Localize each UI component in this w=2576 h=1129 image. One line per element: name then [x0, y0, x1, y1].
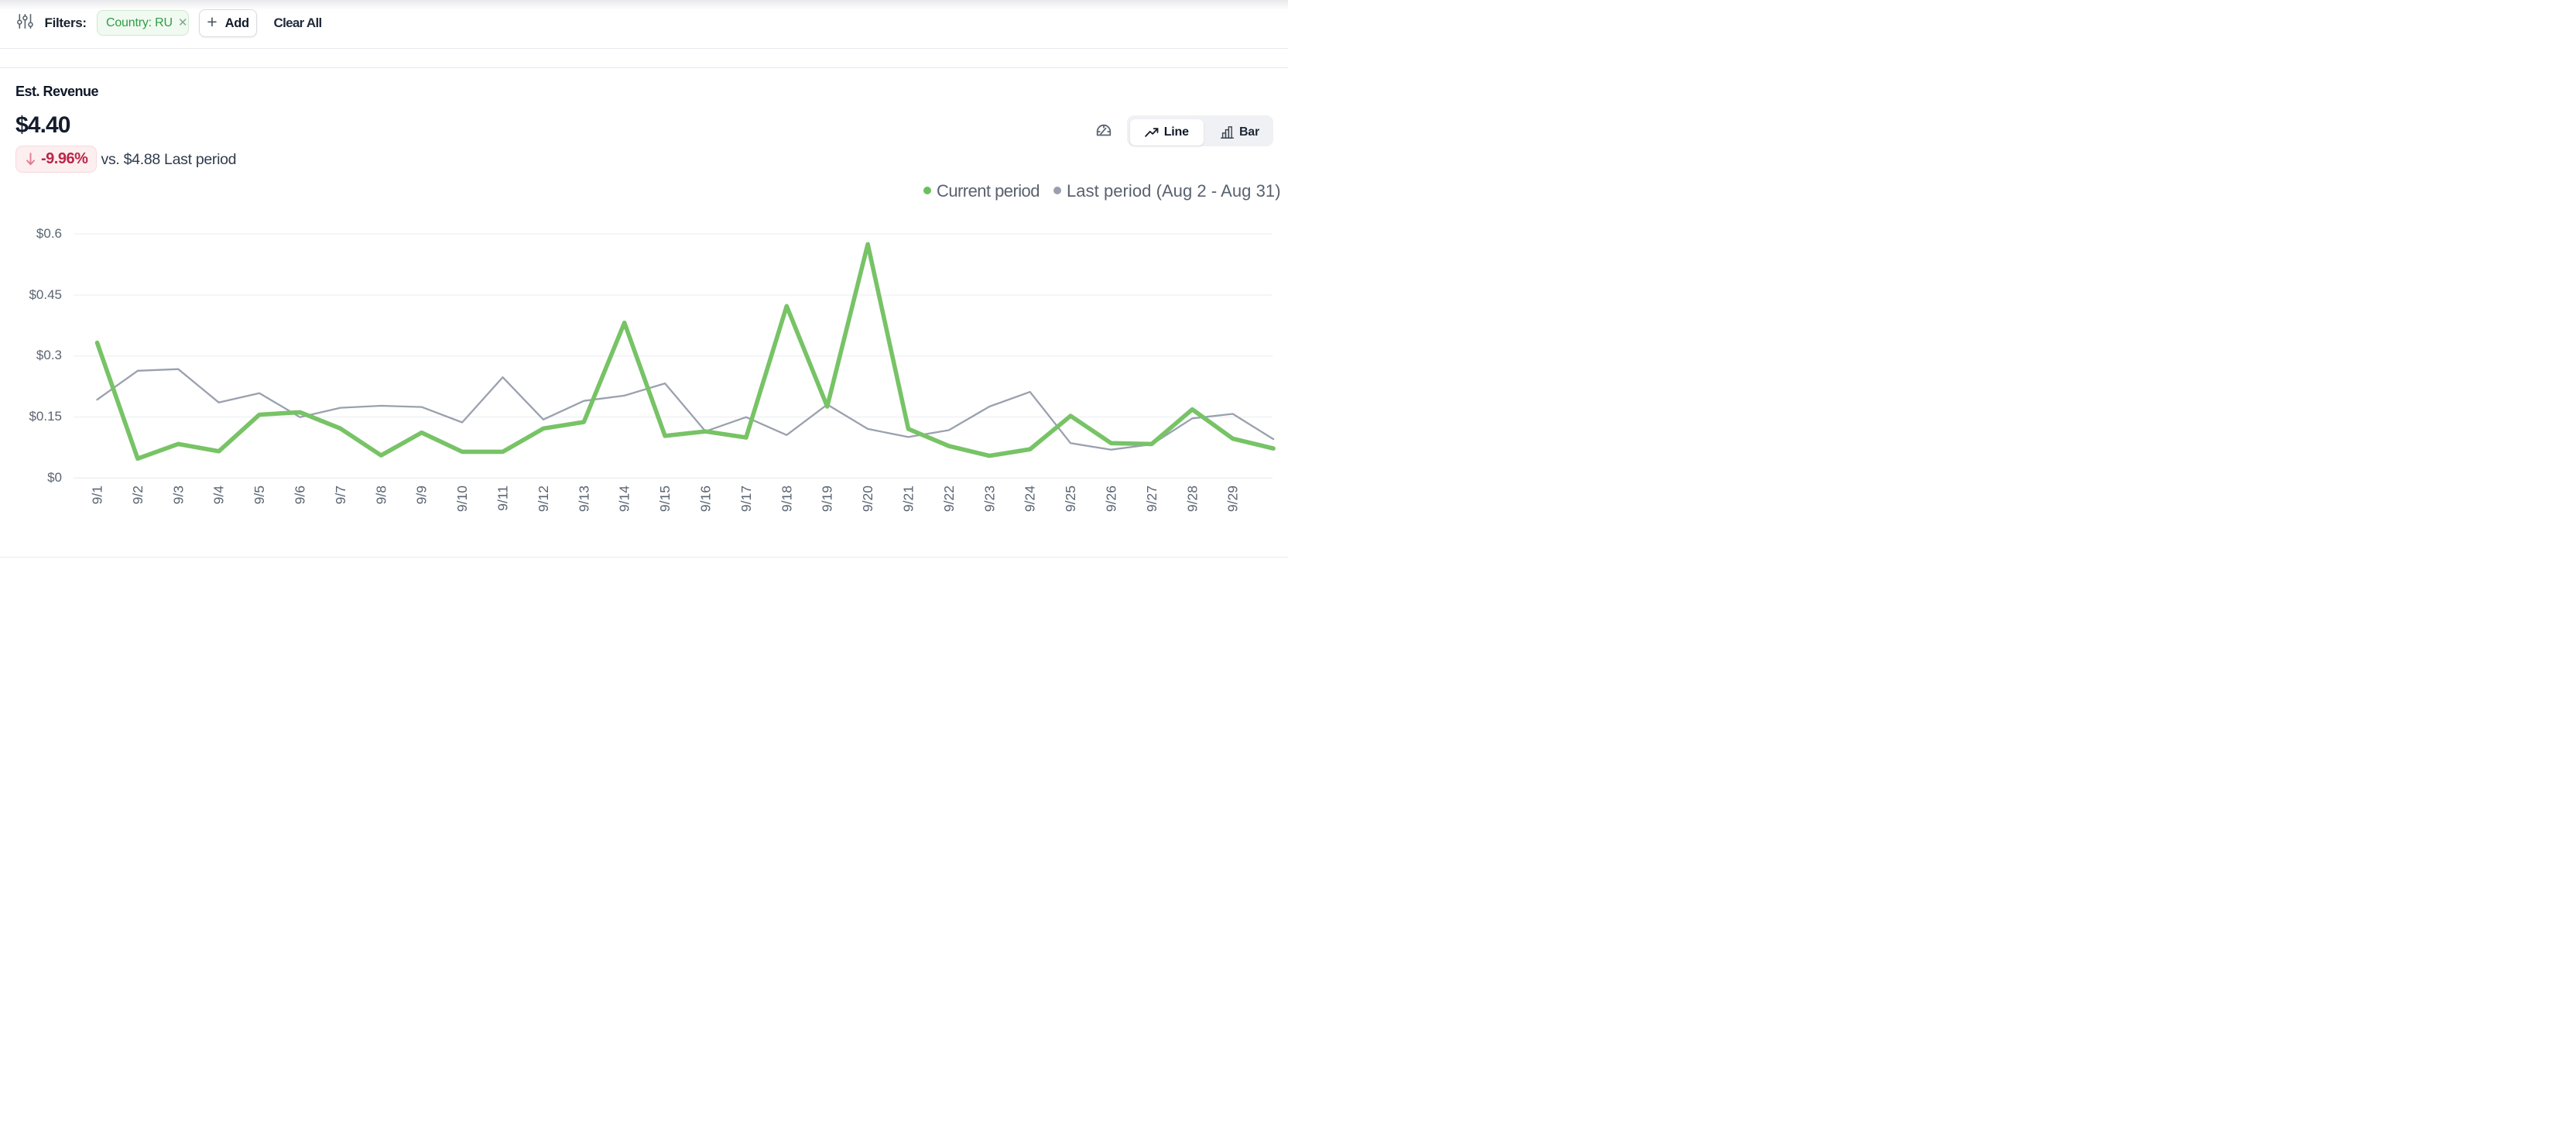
svg-text:9/24: 9/24	[1023, 486, 1038, 512]
svg-text:9/8: 9/8	[373, 486, 389, 504]
svg-text:9/22: 9/22	[941, 486, 957, 512]
svg-text:9/18: 9/18	[779, 486, 794, 512]
svg-text:9/28: 9/28	[1184, 486, 1200, 512]
svg-text:9/4: 9/4	[211, 486, 227, 505]
svg-text:9/12: 9/12	[536, 486, 551, 512]
svg-text:9/11: 9/11	[495, 486, 511, 511]
svg-text:9/5: 9/5	[252, 486, 267, 504]
svg-text:9/3: 9/3	[170, 486, 186, 504]
svg-text:9/16: 9/16	[698, 486, 714, 512]
svg-text:9/21: 9/21	[901, 486, 916, 512]
svg-text:9/20: 9/20	[860, 486, 875, 512]
svg-text:9/17: 9/17	[738, 486, 754, 512]
svg-text:9/25: 9/25	[1063, 486, 1078, 512]
svg-text:9/27: 9/27	[1144, 486, 1160, 512]
svg-text:9/29: 9/29	[1225, 486, 1241, 512]
svg-text:9/2: 9/2	[130, 486, 146, 504]
svg-text:9/6: 9/6	[293, 486, 308, 504]
svg-text:9/13: 9/13	[576, 486, 591, 512]
svg-text:9/23: 9/23	[981, 486, 997, 512]
svg-text:9/26: 9/26	[1104, 486, 1119, 512]
svg-text:9/1: 9/1	[90, 486, 105, 504]
svg-text:9/9: 9/9	[414, 486, 430, 504]
svg-text:9/19: 9/19	[820, 486, 835, 512]
svg-text:9/15: 9/15	[657, 486, 673, 512]
svg-text:9/10: 9/10	[454, 486, 470, 512]
svg-text:9/14: 9/14	[617, 486, 632, 512]
svg-text:9/7: 9/7	[333, 486, 348, 504]
